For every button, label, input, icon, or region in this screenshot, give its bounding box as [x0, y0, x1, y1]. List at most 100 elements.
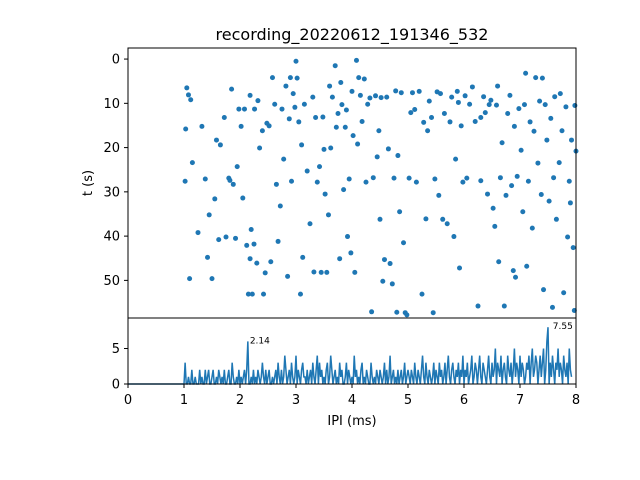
- scatter-point: [449, 94, 455, 100]
- scatter-point: [296, 119, 302, 125]
- scatter-point: [469, 84, 475, 90]
- scatter-point: [432, 176, 438, 182]
- scatter-point: [492, 223, 498, 229]
- scatter-point: [490, 205, 496, 211]
- scatter-point: [285, 273, 291, 279]
- scatter-point: [520, 209, 526, 215]
- scatter-point: [501, 303, 507, 309]
- scatter-point: [286, 116, 292, 122]
- scatter-point: [423, 216, 429, 222]
- scatter-point: [478, 178, 484, 184]
- scatter-point: [324, 269, 330, 275]
- scatter-point: [333, 124, 339, 130]
- scatter-point: [297, 291, 303, 297]
- scatter-point: [408, 110, 414, 116]
- scatter-point: [404, 312, 410, 318]
- scatter-point: [436, 192, 442, 198]
- scatter-point: [458, 123, 464, 129]
- scatter-point: [406, 175, 412, 181]
- scatter-point: [299, 142, 305, 148]
- scatter-point: [352, 269, 358, 275]
- scatter-point: [269, 75, 275, 81]
- scatter-point: [223, 234, 229, 240]
- scatter-point: [248, 226, 254, 232]
- scatter-point: [293, 58, 299, 64]
- histogram-x-ticks: 0 1 2 3 4 5 6 7 8: [124, 384, 580, 408]
- scatter-point: [236, 106, 242, 112]
- scatter-point: [189, 160, 195, 166]
- scatter-point: [341, 187, 347, 193]
- scatter-point: [380, 278, 386, 284]
- scatter-point: [425, 128, 431, 134]
- scatter-point: [398, 90, 404, 96]
- scatter-point: [254, 260, 260, 266]
- scatter-point: [329, 94, 335, 100]
- scatter-point: [359, 118, 365, 124]
- scatter-point: [538, 192, 544, 198]
- scatter-y-tick-label: 10: [103, 97, 120, 112]
- scatter-point: [335, 111, 341, 117]
- scatter-point: [314, 179, 320, 185]
- peak-annotations: 2.14 7.55: [250, 322, 573, 346]
- scatter-point: [345, 234, 351, 240]
- scatter-point: [279, 106, 285, 112]
- scatter-point: [233, 235, 239, 241]
- scatter-point: [348, 250, 354, 256]
- histogram-x-tick-label: 8: [572, 393, 580, 408]
- scatter-point: [234, 164, 240, 170]
- scatter-point: [367, 95, 373, 101]
- histogram-x-label: IPI (ms): [327, 414, 376, 429]
- scatter-point: [307, 221, 313, 227]
- scatter-point: [301, 101, 307, 107]
- scatter-point: [455, 99, 461, 105]
- scatter-point: [566, 178, 572, 184]
- scatter-point: [397, 209, 403, 215]
- scatter-point: [391, 175, 397, 181]
- scatter-point: [505, 111, 511, 117]
- scatter-point: [561, 290, 567, 296]
- scatter-point: [373, 93, 379, 99]
- scatter-point: [292, 104, 298, 110]
- scatter-point: [230, 181, 236, 187]
- scatter-point: [507, 92, 513, 98]
- histogram-x-tick-label: 4: [348, 393, 356, 408]
- scatter-point: [419, 291, 425, 297]
- scatter-y-tick-label: 20: [103, 141, 120, 156]
- scatter-point: [350, 133, 356, 139]
- scatter-point: [409, 90, 415, 96]
- scatter-point: [346, 176, 352, 182]
- scatter-point: [322, 191, 328, 197]
- histogram-x-tick-label: 6: [460, 393, 468, 408]
- scatter-point: [553, 216, 559, 222]
- scatter-point: [395, 153, 401, 159]
- chart-title: recording_20220612_191346_532: [216, 25, 489, 45]
- scatter-point: [370, 175, 376, 181]
- scatter-point: [535, 160, 541, 166]
- scatter-point: [317, 164, 323, 170]
- scatter-point: [202, 176, 208, 182]
- scatter-point: [262, 270, 268, 276]
- scatter-point: [551, 175, 557, 181]
- scatter-point: [496, 259, 502, 265]
- scatter-point: [556, 160, 562, 166]
- scatter-point: [546, 198, 552, 204]
- scatter-point: [389, 281, 395, 287]
- histogram-x-tick-label: 5: [404, 393, 412, 408]
- scatter-point: [381, 257, 387, 263]
- peak-annotation: 2.14: [250, 336, 270, 346]
- scatter-point: [290, 91, 296, 97]
- scatter-point: [283, 83, 289, 89]
- scatter-point: [310, 94, 316, 100]
- scatter-point: [482, 110, 488, 116]
- scatter-y-tick-label: 50: [103, 274, 120, 289]
- scatter-point: [485, 191, 491, 197]
- scatter-point: [206, 212, 212, 218]
- scatter-point: [513, 274, 519, 280]
- scatter-point: [426, 98, 432, 104]
- scatter-point: [213, 137, 219, 143]
- scatter-point: [325, 212, 331, 218]
- scatter-point: [570, 245, 576, 251]
- histogram-y-tick-label: 0: [112, 378, 120, 393]
